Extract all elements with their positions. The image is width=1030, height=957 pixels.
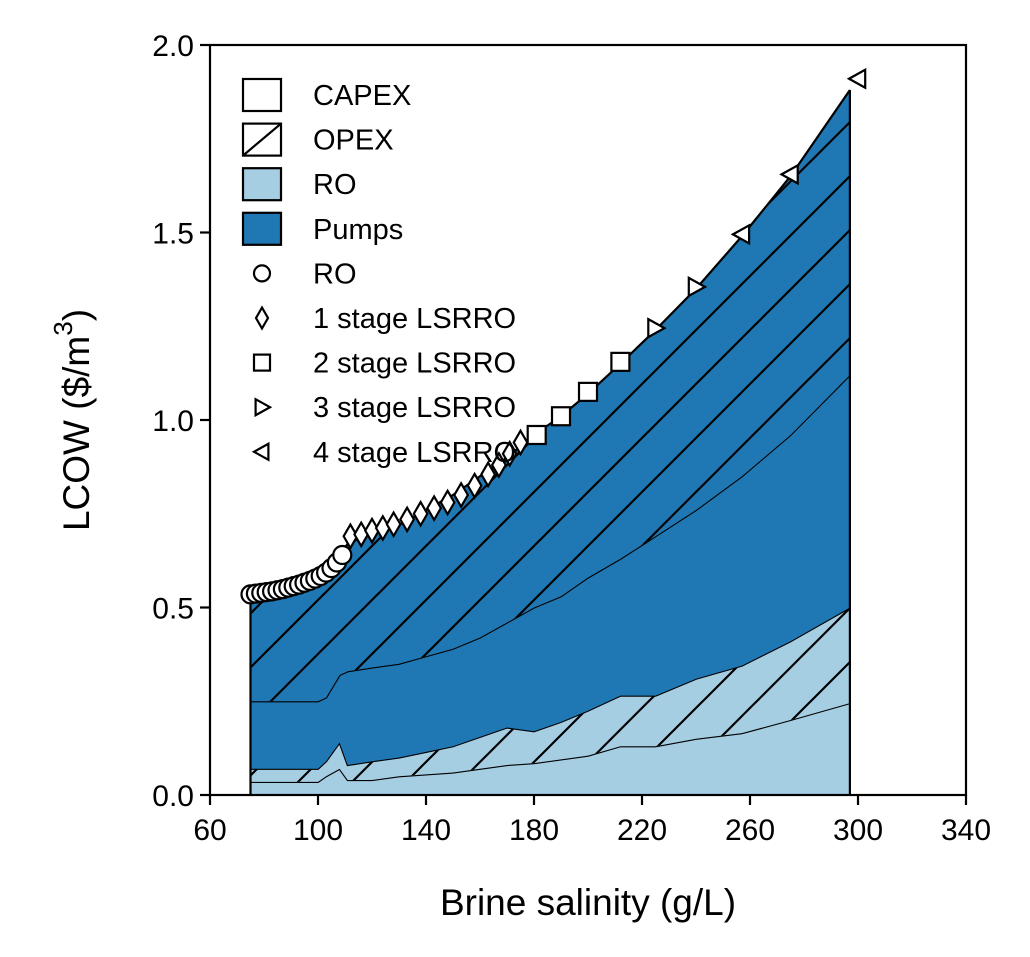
legend-swatch-capex	[241, 77, 283, 113]
legend-label-pumps: Pumps	[313, 214, 403, 246]
legend-label-3-stage-lsrro: 3 stage LSRRO	[313, 392, 516, 424]
area-pumps-opex-hatch	[250, 90, 850, 702]
y-axis-ticks: 0.0 0.5 1.0 1.5 2.0	[152, 30, 210, 813]
area-ro-capex-fill	[250, 703, 850, 795]
legend-marker-1-stage-lsrro	[254, 305, 270, 331]
marker-1-stage-lsrro	[385, 510, 402, 539]
y-tick-label: 0.0	[152, 780, 194, 813]
marker-1-stage-lsrro	[426, 494, 443, 523]
marker-1-stage-lsrro	[490, 451, 507, 479]
x-tick-label: 180	[509, 814, 559, 847]
x-tick-label: 100	[293, 814, 343, 847]
marker-ro	[332, 544, 353, 566]
legend-marker-3-stage-lsrro	[254, 397, 273, 418]
y-axis-label-close: )	[56, 309, 97, 321]
marker-2-stage-lsrro	[526, 424, 547, 446]
x-tick-label: 340	[941, 814, 991, 847]
y-tick-label: 2.0	[152, 30, 194, 63]
marker-2-stage-lsrro	[550, 406, 572, 427]
series-markers	[240, 67, 867, 605]
legend-marker-ro	[252, 264, 272, 283]
legend-marker-2-stage-lsrro	[252, 353, 272, 372]
y-axis-label: LCOW ($/m3)	[48, 309, 97, 531]
x-tick-label: 60	[193, 814, 226, 847]
y-axis-label-main: LCOW ($/m	[56, 336, 97, 531]
legend-label-2-stage-lsrro: 2 stage LSRRO	[313, 348, 516, 380]
x-tick-label: 140	[401, 814, 451, 847]
x-axis-ticks: 60 100 140 180 220 260 300 340	[193, 795, 991, 847]
stacked-areas	[249, 89, 852, 795]
marker-1-stage-lsrro	[480, 460, 497, 489]
x-axis-label: Brine salinity (g/L)	[440, 882, 736, 923]
legend-label-ro: RO	[313, 169, 357, 201]
marker-1-stage-lsrro	[466, 471, 483, 500]
legend-swatch-pumps	[241, 211, 283, 246]
legend: CAPEX OPEX RO Pumps RO 1 stage LSRRO 2 stage L…	[241, 77, 516, 469]
marker-1-stage-lsrro	[399, 505, 416, 534]
marker-1-stage-lsrro	[453, 481, 470, 509]
marker-1-stage-lsrro	[439, 488, 456, 517]
marker-2-stage-lsrro	[577, 381, 599, 402]
marker-1-stage-lsrro	[501, 439, 518, 468]
area-ro-opex-hatch	[250, 607, 850, 782]
x-tick-label: 300	[833, 814, 883, 847]
y-axis-label-superscript: 3	[48, 321, 78, 335]
marker-4-stage-lsrro	[846, 67, 867, 90]
y-tick-label: 1.5	[152, 218, 194, 251]
marker-4-stage-lsrro	[779, 163, 799, 186]
marker-2-stage-lsrro	[610, 351, 631, 372]
marker-1-stage-lsrro	[512, 428, 529, 457]
area-pumps-capex-fill	[250, 375, 850, 769]
legend-label-4-stage-lsrro: 4 stage LSRRO	[313, 437, 516, 469]
marker-1-stage-lsrro	[412, 499, 429, 528]
legend-label-ro: RO	[313, 258, 357, 290]
marker-3-stage-lsrro	[687, 276, 708, 298]
legend-label-capex: CAPEX	[313, 80, 411, 112]
legend-swatch-ro	[241, 167, 283, 202]
x-tick-label: 260	[725, 814, 775, 847]
marker-3-stage-lsrro	[647, 317, 667, 339]
y-tick-label: 0.5	[152, 593, 194, 626]
x-tick-label: 220	[617, 814, 667, 847]
legend-marker-4-stage-lsrro	[251, 441, 270, 462]
legend-swatch-hatch	[242, 122, 282, 157]
legend-label-1-stage-lsrro: 1 stage LSRRO	[313, 303, 516, 335]
legend-label-opex: OPEX	[313, 125, 394, 157]
marker-4-stage-lsrro	[730, 223, 751, 246]
y-tick-label: 1.0	[152, 405, 194, 438]
